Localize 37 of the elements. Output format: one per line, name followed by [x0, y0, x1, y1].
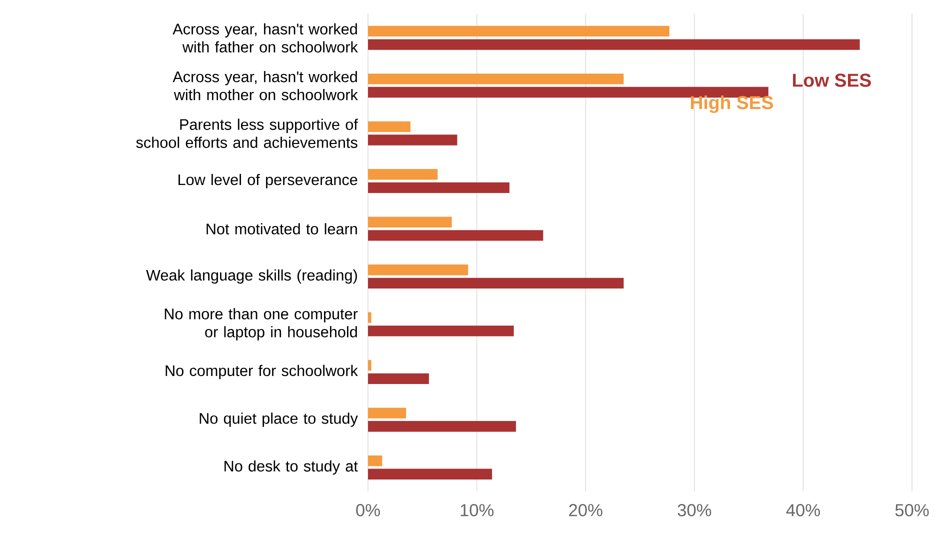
- bar: [368, 373, 429, 384]
- y-tick-label: No more than one computer or laptop in household: [164, 308, 358, 340]
- bar: [368, 360, 372, 371]
- y-tick-label: No computer for schoolwork: [166, 364, 358, 380]
- y-tick-label: Weak language skills (reading): [146, 269, 357, 284]
- bar: [368, 408, 406, 418]
- bar: [368, 264, 468, 276]
- bar: [368, 326, 514, 336]
- bar: [368, 230, 544, 241]
- bar: [368, 121, 410, 132]
- y-tick-label: No quiet place to study: [200, 412, 358, 427]
- bar: [368, 278, 624, 289]
- y-tick-label: Across year, hasn't worked with father on schoolwork: [172, 23, 358, 52]
- bar: [368, 216, 452, 228]
- bar: [368, 312, 372, 323]
- x-tick-label: 30%: [678, 504, 712, 516]
- x-tick-label: 40%: [786, 504, 820, 516]
- bar: [368, 39, 860, 50]
- y-tick-label: Low level of perseverance: [178, 174, 358, 188]
- y-tick-label: No desk to study at: [224, 460, 358, 475]
- x-tick-label: 10%: [460, 504, 494, 516]
- y-tick-label: Parents less supportive of school efforts and achievements: [136, 118, 358, 148]
- y-tick-label: Not motivated to learn: [206, 223, 357, 234]
- bar: [368, 26, 670, 37]
- text: High SES: [690, 96, 773, 113]
- series-label: Low SES: [793, 74, 871, 87]
- x-tick-label: 20%: [569, 504, 602, 516]
- bar: [368, 455, 382, 466]
- bar: [368, 169, 438, 180]
- x-tick-label: 0%: [356, 504, 380, 516]
- x-tick-label: 50%: [895, 504, 929, 516]
- bar: [368, 421, 516, 432]
- bar: [368, 182, 510, 194]
- y-tick-label: Across year, hasn't worked with mother on schoolwork: [172, 70, 358, 100]
- bar: [368, 468, 492, 480]
- bar: [368, 134, 458, 146]
- bar: [368, 74, 624, 84]
